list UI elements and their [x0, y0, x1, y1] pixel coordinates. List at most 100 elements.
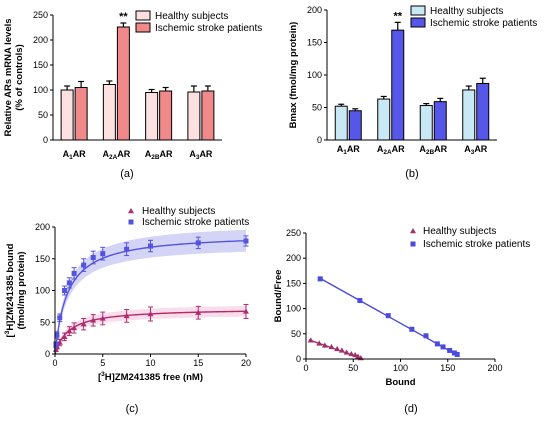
y-tick-label: 100: [35, 286, 50, 296]
legend-swatch: [410, 17, 426, 28]
y-tick-label: 100: [307, 70, 322, 80]
panel-label: (b): [405, 168, 418, 180]
data-point: [454, 351, 460, 357]
x-tick-label: 10: [145, 358, 155, 368]
y-tick-label: 150: [35, 254, 50, 264]
category-label: A2AAR: [102, 149, 130, 161]
bar: [116, 26, 130, 141]
bar: [74, 87, 88, 141]
data-point: [334, 345, 341, 352]
y-tick-label: 200: [286, 253, 301, 263]
data-point: [338, 347, 345, 353]
y-tick-label: 250: [33, 10, 48, 20]
data-point: [66, 328, 73, 334]
x-axis-label: Bound: [385, 377, 415, 388]
data-point: [124, 246, 130, 252]
data-point: [148, 243, 153, 249]
data-point: [54, 332, 60, 338]
legend-marker: [128, 219, 134, 225]
data-point: [123, 312, 130, 319]
data-point: [451, 350, 457, 356]
y-tick-label: 100: [286, 304, 301, 314]
legend-swatch: [135, 10, 151, 21]
data-point: [99, 315, 106, 321]
data-point: [423, 333, 429, 339]
bar: [60, 89, 74, 141]
bar: [145, 92, 159, 141]
data-point: [357, 298, 363, 304]
legend-label: Healthy subjects: [142, 206, 215, 217]
data-point: [348, 350, 355, 357]
significance-annotation: **: [119, 11, 128, 23]
legend-marker: [410, 241, 416, 247]
legend-swatch: [410, 5, 426, 16]
bar: [476, 82, 490, 141]
chart-panel-c: [3H]ZM241385 bound(fmol/mg protein)05010…: [4, 206, 251, 415]
data-point: [447, 347, 453, 353]
legend-label: Healthy subjects: [430, 6, 503, 17]
bar: [462, 89, 476, 141]
x-tick-label: 200: [487, 363, 502, 373]
data-point: [243, 238, 249, 244]
legend-label: Healthy subjects: [155, 11, 228, 22]
category-label: A2AAR: [377, 144, 405, 156]
chart-panel-b: Bmax (fmol/mg protein) 0 50 100 150 200 A1AR A2…: [288, 5, 537, 180]
y-axis-label: [3H]ZM241385 bound(fmol/mg protein): [4, 243, 27, 337]
x-tick-label: 0: [52, 358, 57, 368]
data-point: [147, 310, 154, 317]
y-tick-label: 50: [291, 329, 301, 339]
data-point: [195, 309, 202, 315]
y-axis-label: Bound/Free: [273, 270, 284, 323]
data-point: [61, 333, 68, 340]
category-label: A3AR: [189, 149, 213, 161]
data-point: [343, 349, 350, 355]
legend-label: Ischemic stroke patients: [430, 18, 537, 29]
panel-label: (a): [120, 168, 133, 180]
y-tick-label: 150: [307, 38, 322, 48]
data-point: [57, 315, 63, 321]
y-tick-label: 150: [286, 278, 301, 288]
fit-curve: [54, 240, 247, 355]
category-label: A1AR: [63, 149, 87, 161]
chart-panel-d: Bound/Free 0 50 100 150 200 250 0 50 100 150 200 Bou…: [273, 226, 530, 415]
data-point: [71, 270, 77, 276]
data-point: [62, 288, 68, 293]
data-point: [434, 341, 440, 347]
data-point: [81, 262, 87, 268]
y-axis-label: Relative ARs mRNA levels(% of controls): [3, 18, 25, 136]
bar: [348, 110, 362, 141]
category-label: A2BAR: [419, 144, 447, 156]
bar: [334, 105, 348, 141]
bar: [159, 90, 173, 141]
y-tick-label: 250: [286, 228, 301, 238]
data-point: [71, 324, 78, 331]
y-axis-label: Bmax (fmol/mg protein): [288, 22, 299, 129]
confidence-band: [55, 229, 246, 354]
x-axis-label: [3H]ZM241385 free (nM): [98, 371, 203, 383]
data-point: [66, 280, 72, 286]
legend-label: Ischemic stroke patients: [423, 239, 530, 250]
data-point: [321, 342, 328, 348]
x-tick-label: 15: [193, 358, 203, 368]
panel-label: (d): [404, 403, 417, 415]
category-label: A1AR: [337, 144, 361, 156]
data-point: [90, 317, 97, 323]
legend-swatch: [135, 22, 151, 33]
data-point: [307, 337, 314, 343]
legend-label: Healthy subjects: [423, 226, 496, 237]
y-tick-label: 200: [33, 35, 48, 45]
x-tick-label: 0: [303, 363, 308, 373]
category-label: A3AR: [464, 144, 488, 156]
category-label: A2BAR: [145, 149, 173, 161]
bar: [187, 91, 201, 141]
panel-label: (c): [126, 403, 139, 415]
x-tick-label: 50: [348, 363, 358, 373]
x-tick-label: 5: [100, 358, 105, 368]
legend-marker: [128, 208, 134, 214]
y-tick-label: 100: [33, 85, 48, 95]
y-tick-label: 50: [38, 110, 48, 120]
x-tick-label: 20: [241, 358, 251, 368]
legend-label: Ischemic stroke patients: [142, 217, 249, 228]
y-tick-label: 0: [296, 354, 301, 364]
